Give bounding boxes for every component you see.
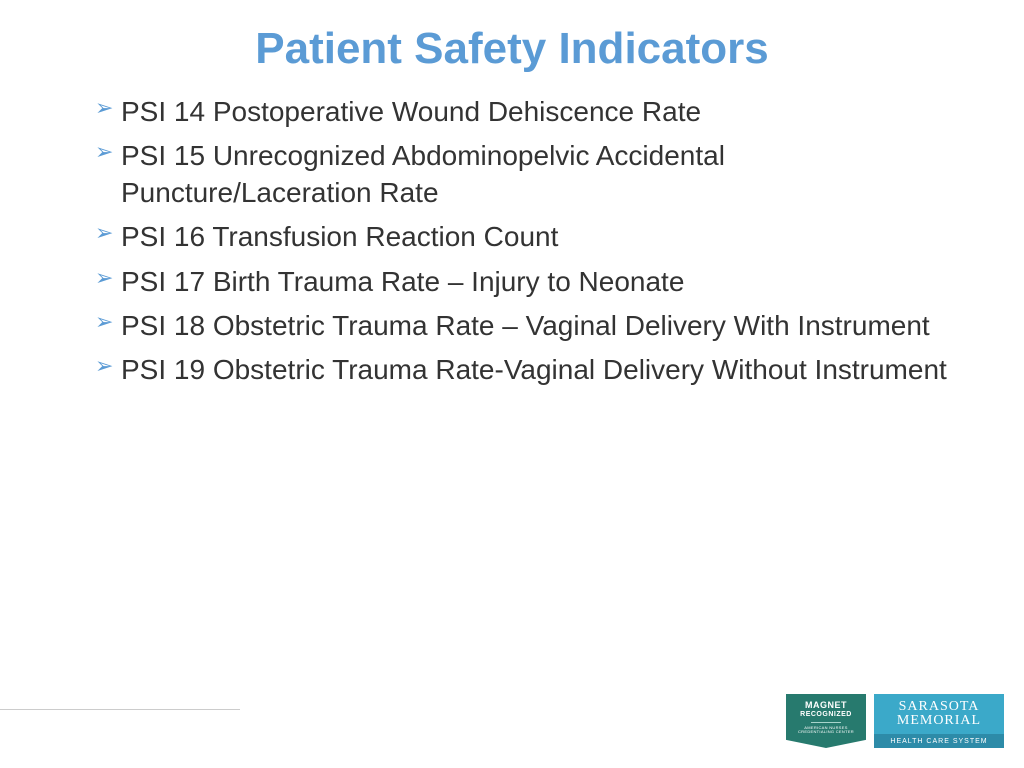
bullet-item: PSI 16 Transfusion Reaction Count (95, 219, 964, 255)
magnet-logo: MAGNET RECOGNIZED AMERICAN NURSES CREDEN… (786, 694, 866, 748)
magnet-line2: RECOGNIZED (800, 711, 852, 719)
bullet-item: PSI 19 Obstetric Trauma Rate-Vaginal Del… (95, 352, 964, 388)
bullet-item: PSI 14 Postoperative Wound Dehiscence Ra… (95, 94, 964, 130)
sarasota-top: SARASOTA MEMORIAL (874, 694, 1004, 734)
magnet-small2: CREDENTIALING CENTER (798, 730, 854, 734)
bullet-item: PSI 17 Birth Trauma Rate – Injury to Neo… (95, 264, 964, 300)
footer-divider (0, 709, 240, 710)
sarasota-subtitle: HEALTH CARE SYSTEM (874, 734, 1004, 748)
sarasota-line2: MEMORIAL (897, 714, 981, 728)
sarasota-logo: SARASOTA MEMORIAL HEALTH CARE SYSTEM (874, 694, 1004, 748)
bullet-item: PSI 15 Unrecognized Abdominopelvic Accid… (95, 138, 964, 211)
footer-logos: MAGNET RECOGNIZED AMERICAN NURSES CREDEN… (786, 694, 1004, 748)
magnet-divider (811, 722, 841, 723)
bullet-list: PSI 14 Postoperative Wound Dehiscence Ra… (0, 94, 1024, 389)
bullet-item: PSI 18 Obstetric Trauma Rate – Vaginal D… (95, 308, 964, 344)
magnet-line1: MAGNET (805, 701, 847, 711)
slide-title: Patient Safety Indicators (0, 0, 1024, 94)
sarasota-line1: SARASOTA (899, 700, 980, 714)
